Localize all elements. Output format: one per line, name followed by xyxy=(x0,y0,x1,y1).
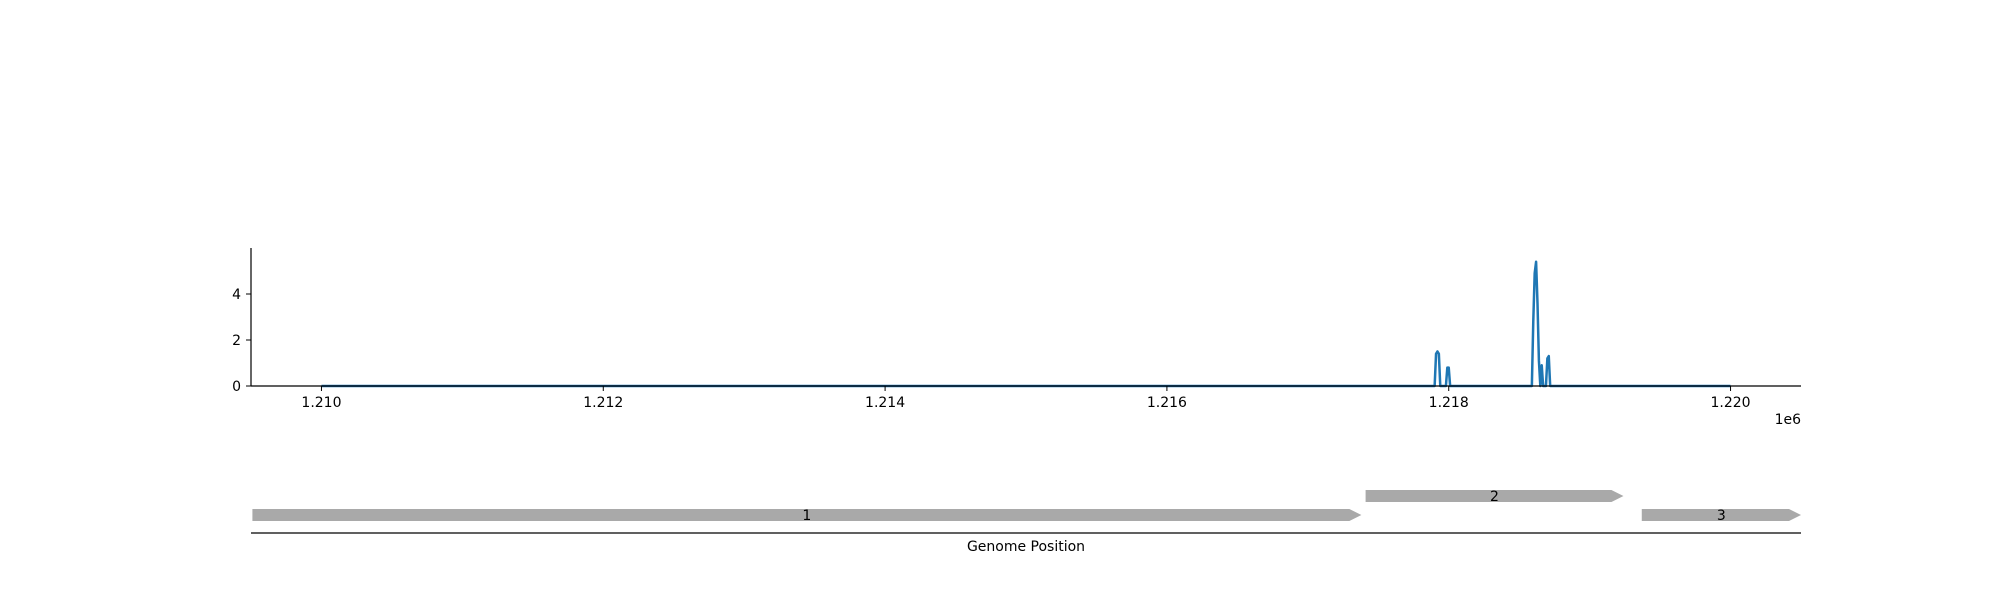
gene-track: 1 2 3 Genome Position xyxy=(251,489,1801,555)
x-axis-label: Genome Position xyxy=(967,539,1085,555)
gene-arrow-1 xyxy=(252,509,1362,521)
x-tick-label: 1.210 xyxy=(301,395,341,411)
x-tick-label: 1.220 xyxy=(1710,395,1750,411)
y-tick-label: 2 xyxy=(232,333,241,349)
gene-label-1: 1 xyxy=(802,508,811,524)
gene-arrow-3 xyxy=(1641,509,1801,521)
x-offset-label: 1e6 xyxy=(1775,412,1802,428)
x-tick-label: 1.214 xyxy=(865,395,905,411)
gene-label-3: 3 xyxy=(1717,508,1726,524)
x-tick-label: 1.212 xyxy=(583,395,623,411)
gene-arrow-2 xyxy=(1365,490,1624,502)
coverage-plot: 1.210 1.212 1.214 1.216 1.218 1.220 0 2 4 1e6 xyxy=(232,248,1801,428)
x-ticks: 1.210 1.212 1.214 1.216 1.218 1.220 xyxy=(301,386,1751,411)
y-tick-label: 4 xyxy=(232,287,241,303)
y-ticks: 0 2 4 xyxy=(232,287,251,395)
x-tick-label: 1.218 xyxy=(1429,395,1469,411)
coverage-series xyxy=(321,260,1731,388)
gene-arrows: 1 2 3 xyxy=(252,489,1801,524)
gene-label-2: 2 xyxy=(1490,489,1499,505)
series-line-0 xyxy=(321,260,1731,388)
y-tick-label: 0 xyxy=(232,379,241,395)
x-tick-label: 1.216 xyxy=(1147,395,1187,411)
